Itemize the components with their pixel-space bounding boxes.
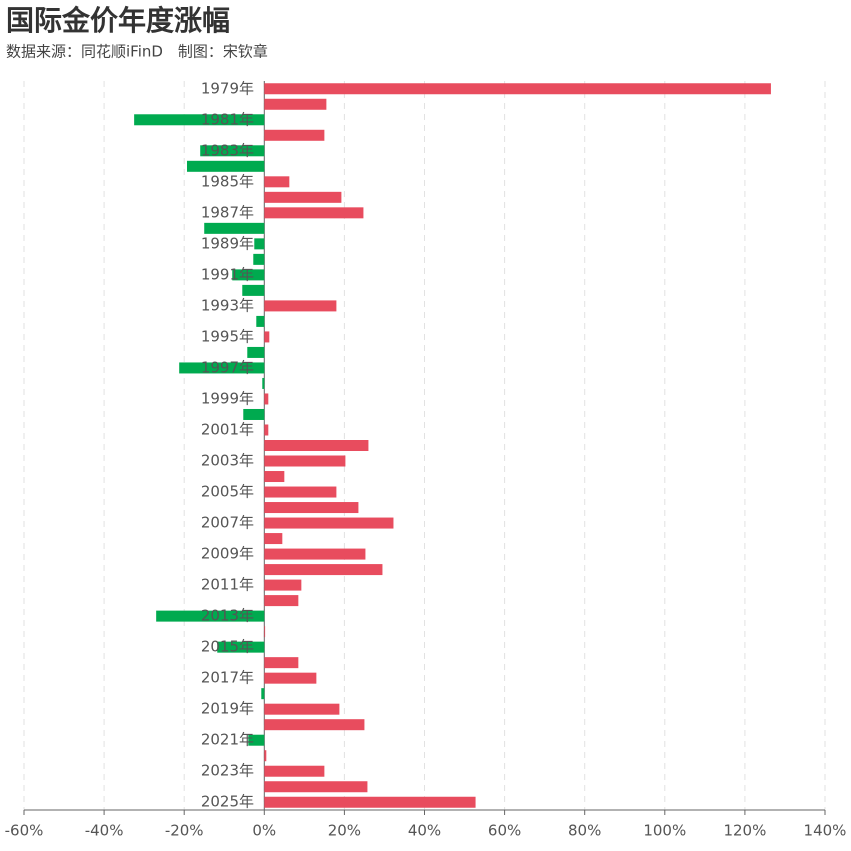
bar <box>254 238 265 250</box>
y-tick-label: 2005年 <box>201 483 254 501</box>
y-tick-label: 1983年 <box>201 141 254 159</box>
bar <box>134 114 265 126</box>
bar <box>264 502 359 514</box>
x-tick-label: -60% <box>5 822 44 840</box>
bar <box>264 129 325 141</box>
bar <box>232 269 265 281</box>
y-tick-label: 1985年 <box>201 172 254 190</box>
bar <box>156 610 265 622</box>
x-tick-label: 60% <box>488 822 521 840</box>
y-tick-label: 1989年 <box>201 234 254 252</box>
bar <box>264 98 327 110</box>
bar <box>264 393 269 405</box>
bar <box>264 440 369 451</box>
y-tick-label: 2013年 <box>201 607 254 625</box>
bar <box>264 796 476 808</box>
y-tick-label: 2009年 <box>201 545 254 563</box>
y-tick-label: 1981年 <box>201 110 254 128</box>
x-tick-label: 120% <box>723 822 766 840</box>
y-tick-label: 2007年 <box>201 514 254 532</box>
y-tick-label: 1997年 <box>201 358 254 376</box>
bar <box>262 377 265 389</box>
y-tick-label: 2021年 <box>201 731 254 749</box>
y-tick-label: 2023年 <box>201 762 254 780</box>
bar <box>264 750 267 762</box>
x-tick-label: 80% <box>568 822 601 840</box>
x-tick-label: 40% <box>408 822 441 840</box>
bar <box>264 672 317 684</box>
bar <box>264 765 325 777</box>
x-tick-label: 20% <box>328 822 361 840</box>
bar <box>264 781 368 793</box>
bar <box>264 424 269 436</box>
bar <box>253 253 265 265</box>
bar <box>264 564 383 576</box>
y-tick-label: 2015年 <box>201 638 254 656</box>
x-tick-label: 100% <box>643 822 686 840</box>
bar <box>264 486 337 498</box>
y-tick-label: 1995年 <box>201 327 254 345</box>
y-tick-label: 2019年 <box>201 700 254 718</box>
bar <box>264 595 299 607</box>
y-tick-label: 2011年 <box>201 576 254 594</box>
bar <box>264 657 299 669</box>
y-tick-label: 1993年 <box>201 296 254 314</box>
bar <box>247 346 265 358</box>
bar <box>179 362 265 374</box>
bar <box>264 533 283 545</box>
y-tick-label: 1999年 <box>201 389 254 407</box>
bar <box>187 160 265 172</box>
bar <box>264 719 365 731</box>
y-tick-label: 2001年 <box>201 420 254 438</box>
bar <box>264 626 266 638</box>
bar <box>200 145 265 157</box>
bar <box>242 284 265 296</box>
bar <box>264 471 285 483</box>
bar <box>264 176 290 188</box>
bar <box>217 641 265 653</box>
y-tick-label: 2017年 <box>201 669 254 687</box>
bar <box>261 688 265 700</box>
bar <box>264 455 346 467</box>
x-tick-label: -40% <box>85 822 124 840</box>
y-tick-label: 2025年 <box>201 793 254 811</box>
bar <box>243 408 265 420</box>
y-tick-label: 1987年 <box>201 203 254 221</box>
x-tick-label: 140% <box>804 822 847 840</box>
bar <box>264 331 270 343</box>
bar <box>264 579 302 591</box>
chart-subtitle: 数据来源：同花顺iFinD 制图：宋钦章 <box>6 43 268 61</box>
y-tick-label: 2003年 <box>201 452 254 470</box>
bar <box>264 83 771 95</box>
bar <box>264 703 340 715</box>
bar <box>264 517 394 529</box>
bar <box>264 207 364 219</box>
y-tick-label: 1991年 <box>201 265 254 283</box>
bar <box>204 222 265 234</box>
y-tick-label: 1979年 <box>201 79 254 97</box>
bar <box>256 315 265 327</box>
bar <box>264 300 337 312</box>
chart-title: 国际金价年度涨幅 <box>6 4 230 37</box>
x-tick-label: -20% <box>165 822 204 840</box>
x-tick-label: 0% <box>252 822 276 840</box>
bar <box>248 734 265 746</box>
bar <box>264 191 342 203</box>
bar <box>264 548 366 560</box>
